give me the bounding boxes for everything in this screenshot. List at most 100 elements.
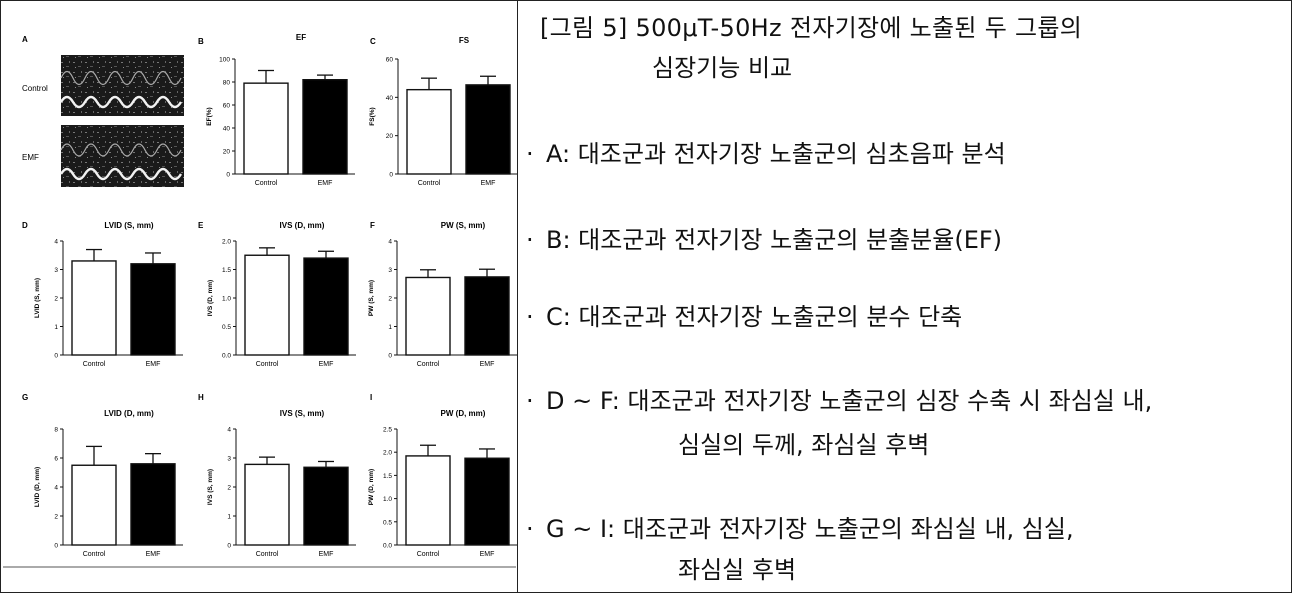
bar-control [405,276,451,356]
chart-panel-e: E IVS (D, mm) 0.0 0.5 1.0 1.5 2.0 IVS (D, mm) Co… [198,221,356,368]
y-tick-label: 0.5 [222,324,231,331]
caption-item-g-i: · G ~ I: 대조군과 전자기장 노출군의 좌심실 내, 심실, [526,512,1074,546]
chart-panel-g: G LVID (D, mm) 0 2 4 6 8 LVID (D, mm) Control EMF [22,393,183,558]
bar-control [244,463,290,546]
chart-title: LVID (D, mm) [104,409,154,418]
caption-item-text: A: 대조군과 전자기장 노출군의 심초음파 분석 [546,140,1006,168]
chart-panel-c: C FS 0 20 40 60 FS(%) Control EMF [369,36,517,187]
bar-emf [303,257,349,356]
y-tick-label: 0 [54,543,58,550]
bar-emf [302,78,348,175]
bullet: · [526,387,534,415]
y-tick-label: 20 [223,149,231,156]
bar-emf [464,457,510,546]
caption-item-g-i-cont: 좌심실 후벽 [678,556,797,584]
caption-panel: [그림 5] 500μT-50Hz 전자기장에 노출된 두 그룹의 심장기능 비… [518,0,1290,593]
bar-control [405,455,451,546]
panel-letter-i: I [370,393,372,402]
x-tick-label: EMF [480,361,495,368]
y-tick-label: 0.0 [383,543,392,550]
y-axis-label: FS(%) [369,107,376,125]
bullet: · [526,303,534,331]
echo-row-label-control: Control [22,84,48,93]
x-tick-label: Control [256,551,279,558]
y-tick-label: 2.0 [383,450,392,457]
y-axis-label: LVID (S, mm) [34,278,41,318]
bar-control [71,260,117,356]
y-tick-label: 1.5 [222,267,231,274]
y-tick-label: 60 [386,57,394,64]
caption-item-text: G ~ I: 대조군과 전자기장 노출군의 좌심실 내, 심실, [546,515,1074,543]
y-tick-label: 2 [388,296,392,303]
caption-title-cont: 심장기능 비교 [652,54,793,82]
caption-item-a: · A: 대조군과 전자기장 노출군의 심초음파 분석 [526,137,1006,171]
chart-title: PW (S, mm) [441,221,486,230]
panel-letter-e: E [198,221,204,230]
bar-control [71,464,117,546]
caption-item-d-f-cont: 심실의 두께, 좌심실 후벽 [678,431,930,459]
bar-control [243,82,289,175]
x-tick-label: EMF [319,551,334,558]
caption-item-text: D ~ F: 대조군과 전자기장 노출군의 심장 수축 시 좌심실 내, [546,387,1153,415]
y-tick-label: 6 [54,456,58,463]
bullet: · [526,515,534,543]
x-tick-label: Control [255,180,278,187]
x-tick-label: Control [256,361,279,368]
y-tick-label: 80 [223,80,231,87]
y-tick-label: 100 [219,57,230,64]
x-tick-label: Control [418,180,441,187]
y-tick-label: 0 [54,353,58,360]
y-tick-label: 20 [386,133,394,140]
bar-control [406,88,452,175]
y-tick-label: 2 [54,514,58,521]
y-tick-label: 4 [227,427,231,434]
y-tick-label: 2.5 [383,427,392,434]
y-tick-label: 0 [388,353,392,360]
bar-control [244,254,290,356]
caption-item-b: · B: 대조군과 전자기장 노출군의 분출분율(EF) [526,223,1002,257]
chart-panel-i: I PW (D, mm) 0.0 0.5 1.0 1.5 2.0 2.5 PW (D, mm) C… [368,393,517,558]
x-tick-label: EMF [319,361,334,368]
x-tick-label: EMF [480,551,495,558]
y-tick-label: 0.0 [222,353,231,360]
y-axis-label: IVS (D, mm) [207,280,214,316]
y-tick-label: 3 [54,267,58,274]
caption-item-text: C: 대조군과 전자기장 노출군의 분수 단축 [546,303,963,331]
y-tick-label: 60 [223,103,231,110]
x-tick-label: EMF [481,180,496,187]
y-tick-label: 1 [54,324,58,331]
panel-letter-g: G [22,393,28,402]
chart-title: IVS (S, mm) [280,409,325,418]
y-axis-label: PW (S, mm) [368,280,375,316]
y-tick-label: 2 [54,296,58,303]
chart-title: LVID (S, mm) [104,221,154,230]
echo-row-label-emf: EMF [22,153,39,162]
y-tick-label: 1.0 [222,296,231,303]
chart-panel-d: D LVID (S, mm) 0 1 2 3 4 LVID (S, mm) Control EMF [22,221,183,368]
y-tick-label: 4 [54,485,58,492]
bar-emf [130,463,176,546]
y-tick-label: 3 [227,456,231,463]
panel-letter-c: C [370,37,376,46]
y-axis-label: EF(%) [206,107,213,125]
echo-image-control [59,55,184,116]
x-tick-label: Control [417,361,440,368]
panel-letter-a: A [22,35,28,44]
y-tick-label: 1 [227,514,231,521]
chart-panel-b: B EF 0 20 40 60 80 100 EF(%) Control EMF [198,33,355,187]
bullet: · [526,226,534,254]
y-tick-label: 0.5 [383,519,392,526]
bar-emf [465,84,511,175]
column-divider [517,0,518,593]
caption-item-text: B: 대조군과 전자기장 노출군의 분출분율(EF) [546,226,1003,254]
figure-svg: A Control EMF B EF020406080100EF(%)Contro… [3,33,517,568]
x-tick-label: Control [83,361,106,368]
y-tick-label: 0 [227,543,231,550]
y-axis-label: LVID (D, mm) [34,467,41,507]
chart-panel-h: H IVS (S, mm) 0 1 2 3 4 IVS (S, mm) Control EMF [198,393,356,558]
figure-panel: A Control EMF B EF 0 20 40 60 80 100 EF(%) Contro… [0,0,517,593]
y-tick-label: 0 [226,172,230,179]
y-tick-label: 1.5 [383,473,392,480]
panel-letter-d: D [22,221,28,230]
caption-item-c: · C: 대조군과 전자기장 노출군의 분수 단축 [526,300,962,334]
